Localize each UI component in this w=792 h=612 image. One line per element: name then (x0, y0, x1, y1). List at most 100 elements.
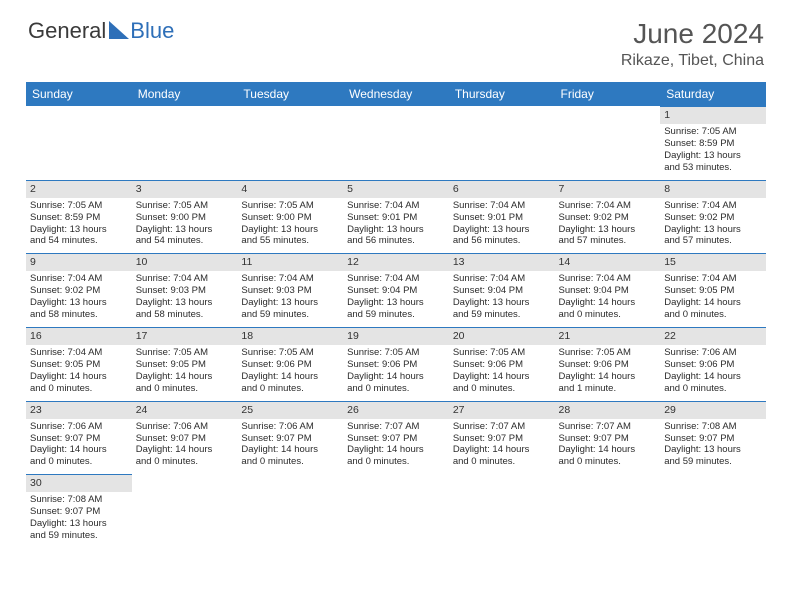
day-number: 5 (343, 180, 449, 198)
month-title: June 2024 (621, 18, 764, 50)
calendar-cell: 18Sunrise: 7:05 AMSunset: 9:06 PMDayligh… (237, 327, 343, 401)
day-content: Sunrise: 7:07 AMSunset: 9:07 PMDaylight:… (343, 419, 449, 475)
calendar-cell (237, 474, 343, 548)
day-content: Sunrise: 7:04 AMSunset: 9:04 PMDaylight:… (343, 271, 449, 327)
calendar-week: 2Sunrise: 7:05 AMSunset: 8:59 PMDaylight… (26, 180, 766, 254)
day-number: 16 (26, 327, 132, 345)
day-header: Monday (132, 82, 238, 106)
calendar-cell: 2Sunrise: 7:05 AMSunset: 8:59 PMDaylight… (26, 180, 132, 254)
day-number: 9 (26, 253, 132, 271)
day-content: Sunrise: 7:07 AMSunset: 9:07 PMDaylight:… (555, 419, 661, 475)
calendar-cell (449, 106, 555, 180)
calendar-cell (132, 106, 238, 180)
calendar-cell (132, 474, 238, 548)
day-content: Sunrise: 7:05 AMSunset: 9:06 PMDaylight:… (555, 345, 661, 401)
title-block: June 2024 Rikaze, Tibet, China (621, 18, 764, 70)
day-number: 17 (132, 327, 238, 345)
day-content: Sunrise: 7:05 AMSunset: 9:05 PMDaylight:… (132, 345, 238, 401)
calendar-cell (343, 106, 449, 180)
day-number: 11 (237, 253, 343, 271)
calendar-cell: 19Sunrise: 7:05 AMSunset: 9:06 PMDayligh… (343, 327, 449, 401)
calendar-cell: 14Sunrise: 7:04 AMSunset: 9:04 PMDayligh… (555, 253, 661, 327)
day-content: Sunrise: 7:04 AMSunset: 9:02 PMDaylight:… (660, 198, 766, 254)
calendar-cell: 24Sunrise: 7:06 AMSunset: 9:07 PMDayligh… (132, 401, 238, 475)
day-content: Sunrise: 7:05 AMSunset: 9:06 PMDaylight:… (343, 345, 449, 401)
calendar-cell: 4Sunrise: 7:05 AMSunset: 9:00 PMDaylight… (237, 180, 343, 254)
logo-text-blue: Blue (130, 18, 174, 44)
day-content: Sunrise: 7:06 AMSunset: 9:07 PMDaylight:… (26, 419, 132, 475)
calendar-cell: 23Sunrise: 7:06 AMSunset: 9:07 PMDayligh… (26, 401, 132, 475)
calendar-cell: 9Sunrise: 7:04 AMSunset: 9:02 PMDaylight… (26, 253, 132, 327)
page-header: General Blue June 2024 Rikaze, Tibet, Ch… (0, 0, 792, 76)
day-header: Tuesday (237, 82, 343, 106)
calendar-cell: 26Sunrise: 7:07 AMSunset: 9:07 PMDayligh… (343, 401, 449, 475)
day-content: Sunrise: 7:05 AMSunset: 9:06 PMDaylight:… (237, 345, 343, 401)
calendar-cell: 1Sunrise: 7:05 AMSunset: 8:59 PMDaylight… (660, 106, 766, 180)
day-header: Sunday (26, 82, 132, 106)
day-number: 21 (555, 327, 661, 345)
day-number: 22 (660, 327, 766, 345)
day-number: 7 (555, 180, 661, 198)
day-content: Sunrise: 7:04 AMSunset: 9:01 PMDaylight:… (343, 198, 449, 254)
day-number: 2 (26, 180, 132, 198)
day-number: 27 (449, 401, 555, 419)
day-content: Sunrise: 7:08 AMSunset: 9:07 PMDaylight:… (26, 492, 132, 548)
day-content: Sunrise: 7:05 AMSunset: 9:00 PMDaylight:… (132, 198, 238, 254)
day-number: 13 (449, 253, 555, 271)
calendar-table: SundayMondayTuesdayWednesdayThursdayFrid… (26, 82, 766, 548)
calendar-cell: 6Sunrise: 7:04 AMSunset: 9:01 PMDaylight… (449, 180, 555, 254)
day-content: Sunrise: 7:04 AMSunset: 9:02 PMDaylight:… (555, 198, 661, 254)
calendar-cell: 5Sunrise: 7:04 AMSunset: 9:01 PMDaylight… (343, 180, 449, 254)
day-content: Sunrise: 7:06 AMSunset: 9:07 PMDaylight:… (132, 419, 238, 475)
calendar-cell (555, 106, 661, 180)
day-number: 14 (555, 253, 661, 271)
calendar-cell (343, 474, 449, 548)
day-content: Sunrise: 7:07 AMSunset: 9:07 PMDaylight:… (449, 419, 555, 475)
location: Rikaze, Tibet, China (621, 52, 764, 70)
day-number: 12 (343, 253, 449, 271)
day-number: 23 (26, 401, 132, 419)
day-content: Sunrise: 7:04 AMSunset: 9:02 PMDaylight:… (26, 271, 132, 327)
calendar-week: 9Sunrise: 7:04 AMSunset: 9:02 PMDaylight… (26, 253, 766, 327)
day-header: Thursday (449, 82, 555, 106)
calendar-cell: 22Sunrise: 7:06 AMSunset: 9:06 PMDayligh… (660, 327, 766, 401)
day-content: Sunrise: 7:04 AMSunset: 9:03 PMDaylight:… (132, 271, 238, 327)
calendar-cell: 15Sunrise: 7:04 AMSunset: 9:05 PMDayligh… (660, 253, 766, 327)
logo: General Blue (28, 18, 174, 44)
day-header: Saturday (660, 82, 766, 106)
day-number: 10 (132, 253, 238, 271)
logo-sail-icon (109, 21, 129, 39)
calendar-cell (237, 106, 343, 180)
day-number: 25 (237, 401, 343, 419)
day-number: 20 (449, 327, 555, 345)
calendar-cell: 30Sunrise: 7:08 AMSunset: 9:07 PMDayligh… (26, 474, 132, 548)
day-number: 3 (132, 180, 238, 198)
calendar-cell: 12Sunrise: 7:04 AMSunset: 9:04 PMDayligh… (343, 253, 449, 327)
day-content: Sunrise: 7:05 AMSunset: 8:59 PMDaylight:… (660, 124, 766, 180)
day-content: Sunrise: 7:04 AMSunset: 9:01 PMDaylight:… (449, 198, 555, 254)
day-number: 18 (237, 327, 343, 345)
day-number: 6 (449, 180, 555, 198)
day-header: Wednesday (343, 82, 449, 106)
calendar-cell: 13Sunrise: 7:04 AMSunset: 9:04 PMDayligh… (449, 253, 555, 327)
day-content: Sunrise: 7:06 AMSunset: 9:06 PMDaylight:… (660, 345, 766, 401)
calendar-cell: 8Sunrise: 7:04 AMSunset: 9:02 PMDaylight… (660, 180, 766, 254)
day-content: Sunrise: 7:05 AMSunset: 8:59 PMDaylight:… (26, 198, 132, 254)
calendar-body: 1Sunrise: 7:05 AMSunset: 8:59 PMDaylight… (26, 106, 766, 548)
calendar-cell: 11Sunrise: 7:04 AMSunset: 9:03 PMDayligh… (237, 253, 343, 327)
calendar-week: 1Sunrise: 7:05 AMSunset: 8:59 PMDaylight… (26, 106, 766, 180)
calendar-cell (555, 474, 661, 548)
calendar-week: 30Sunrise: 7:08 AMSunset: 9:07 PMDayligh… (26, 474, 766, 548)
calendar-header-row: SundayMondayTuesdayWednesdayThursdayFrid… (26, 82, 766, 106)
day-number: 26 (343, 401, 449, 419)
calendar-cell: 20Sunrise: 7:05 AMSunset: 9:06 PMDayligh… (449, 327, 555, 401)
day-number: 28 (555, 401, 661, 419)
day-content: Sunrise: 7:08 AMSunset: 9:07 PMDaylight:… (660, 419, 766, 475)
day-number: 30 (26, 474, 132, 492)
calendar-week: 16Sunrise: 7:04 AMSunset: 9:05 PMDayligh… (26, 327, 766, 401)
calendar-cell: 27Sunrise: 7:07 AMSunset: 9:07 PMDayligh… (449, 401, 555, 475)
calendar-cell: 3Sunrise: 7:05 AMSunset: 9:00 PMDaylight… (132, 180, 238, 254)
day-number: 29 (660, 401, 766, 419)
day-content: Sunrise: 7:04 AMSunset: 9:03 PMDaylight:… (237, 271, 343, 327)
calendar-cell: 7Sunrise: 7:04 AMSunset: 9:02 PMDaylight… (555, 180, 661, 254)
